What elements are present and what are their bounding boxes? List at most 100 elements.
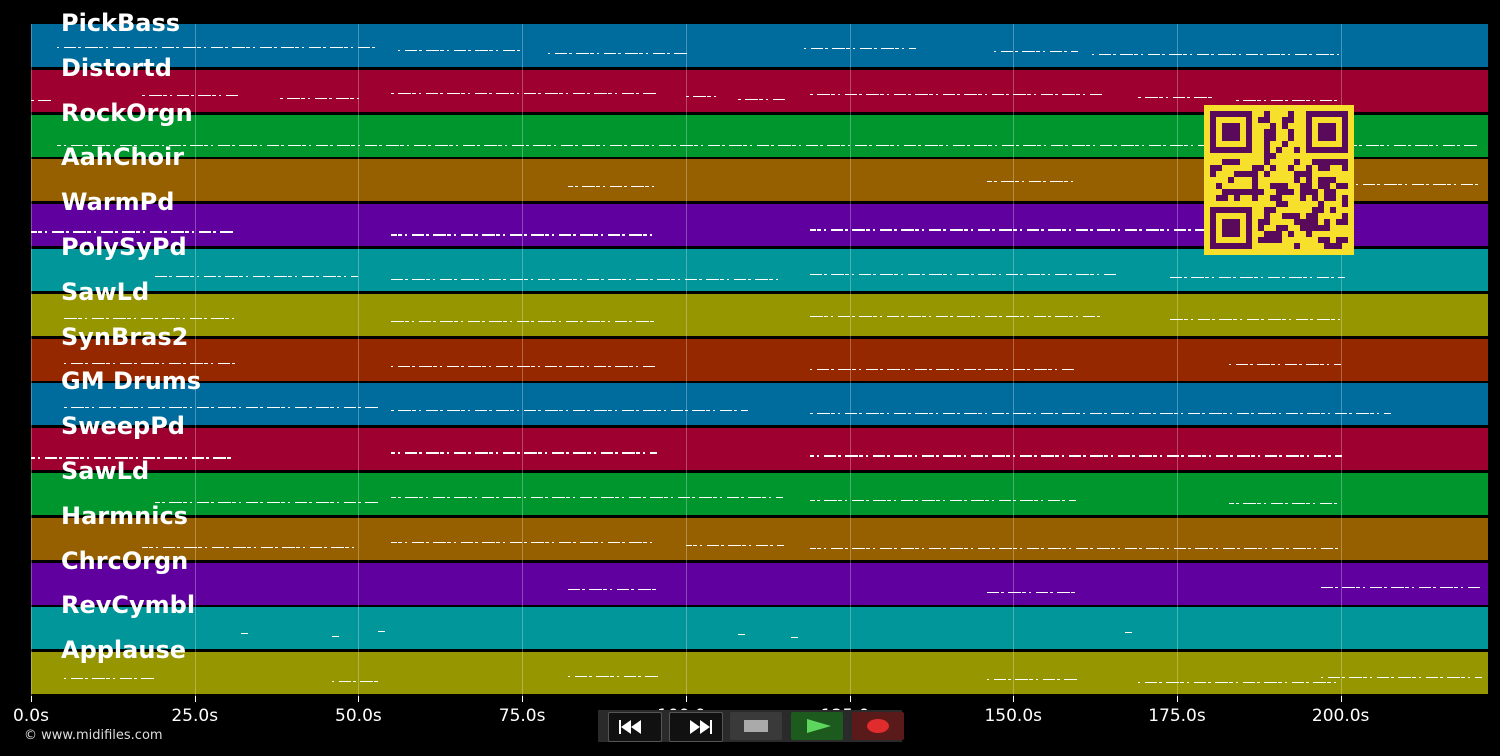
midi-note [1289,318,1292,320]
midi-note [1188,547,1192,549]
midi-note [978,455,984,458]
midi-note [155,276,163,277]
stop-button[interactable] [730,712,782,740]
play-button[interactable] [791,712,843,740]
midi-note [1076,315,1079,317]
midi-note [873,455,881,458]
midi-note [1426,677,1434,679]
midi-note [1366,144,1374,146]
midi-note [330,502,335,503]
lane-separator [31,202,1488,205]
midi-note [1160,455,1163,458]
midi-note [653,53,661,54]
midi-note [1020,500,1028,501]
midi-note [510,92,515,94]
midi-note [845,93,853,95]
midi-note [175,407,182,409]
midi-note [727,544,735,546]
midi-note [517,410,520,412]
midi-note [838,368,846,370]
midi-note [343,407,351,409]
midi-note [211,47,219,48]
midi-note [140,407,143,409]
track-label: PolySyPd [61,233,187,261]
midi-note [915,93,923,95]
tick-mark [685,696,687,702]
midi-note [545,234,550,237]
midi-note [224,407,231,409]
track-label: GM Drums [61,367,202,396]
midi-note [1104,413,1108,415]
midi-note [101,231,108,234]
midi-note [219,94,222,96]
midi-note [164,457,171,460]
midi-note [31,457,35,460]
midi-note [862,144,868,146]
record-button[interactable] [852,712,904,740]
midi-note [1229,363,1232,365]
midi-note [1062,368,1070,370]
midi-note [601,452,609,455]
midi-note [189,362,197,364]
midi-note [1278,363,1281,365]
midi-note [1090,229,1094,232]
midi-note [295,502,303,503]
midi-note [1006,93,1010,95]
midi-note [630,676,636,678]
midi-note [73,231,80,234]
midi-note [1202,547,1209,549]
midi-note [880,48,888,49]
midi-note [133,362,137,364]
midi-note [218,502,226,503]
midi-note [692,544,697,546]
fast-forward-button[interactable] [669,712,723,742]
midi-note [643,279,649,280]
midi-note [105,362,110,364]
midi-note [1090,413,1098,415]
rewind-button[interactable] [608,712,662,742]
midi-note [178,231,184,234]
midi-note [78,144,84,146]
midi-note [391,497,397,498]
midi-note [636,497,642,498]
midi-note [824,315,829,317]
midi-note [630,186,638,188]
midi-note [1125,229,1133,232]
midi-note [587,452,592,455]
midi-note [1151,682,1157,684]
midi-note [755,544,763,546]
midi-note [440,365,443,367]
midi-note [908,500,914,501]
midi-note [748,497,756,498]
midi-note [636,234,643,237]
midi-note [1167,455,1175,458]
midi-note [1319,99,1327,101]
midi-note [1020,413,1027,415]
midi-note [496,234,501,237]
midi-note [845,547,849,549]
midi-note [699,279,703,280]
midi-note [615,452,619,455]
midi-note [433,497,441,498]
midi-note [1139,455,1147,458]
midi-note [489,497,495,498]
midi-note [873,413,880,415]
midi-note [302,144,307,146]
midi-note [608,320,611,322]
midi-note [1172,682,1179,684]
midi-note [482,92,488,94]
midi-note [226,94,234,96]
midi-note [936,455,940,458]
midi-note [141,144,149,146]
midi-note [1184,277,1188,278]
midi-note [309,144,312,146]
midi-note [1020,368,1026,370]
midi-note [531,320,535,322]
midi-note [890,144,895,146]
midi-note [701,144,704,146]
midi-note [316,502,324,503]
midi-note [191,94,195,96]
midi-note [643,234,648,237]
midi-note [1034,315,1042,317]
tick-label: 50.0s [335,706,382,726]
